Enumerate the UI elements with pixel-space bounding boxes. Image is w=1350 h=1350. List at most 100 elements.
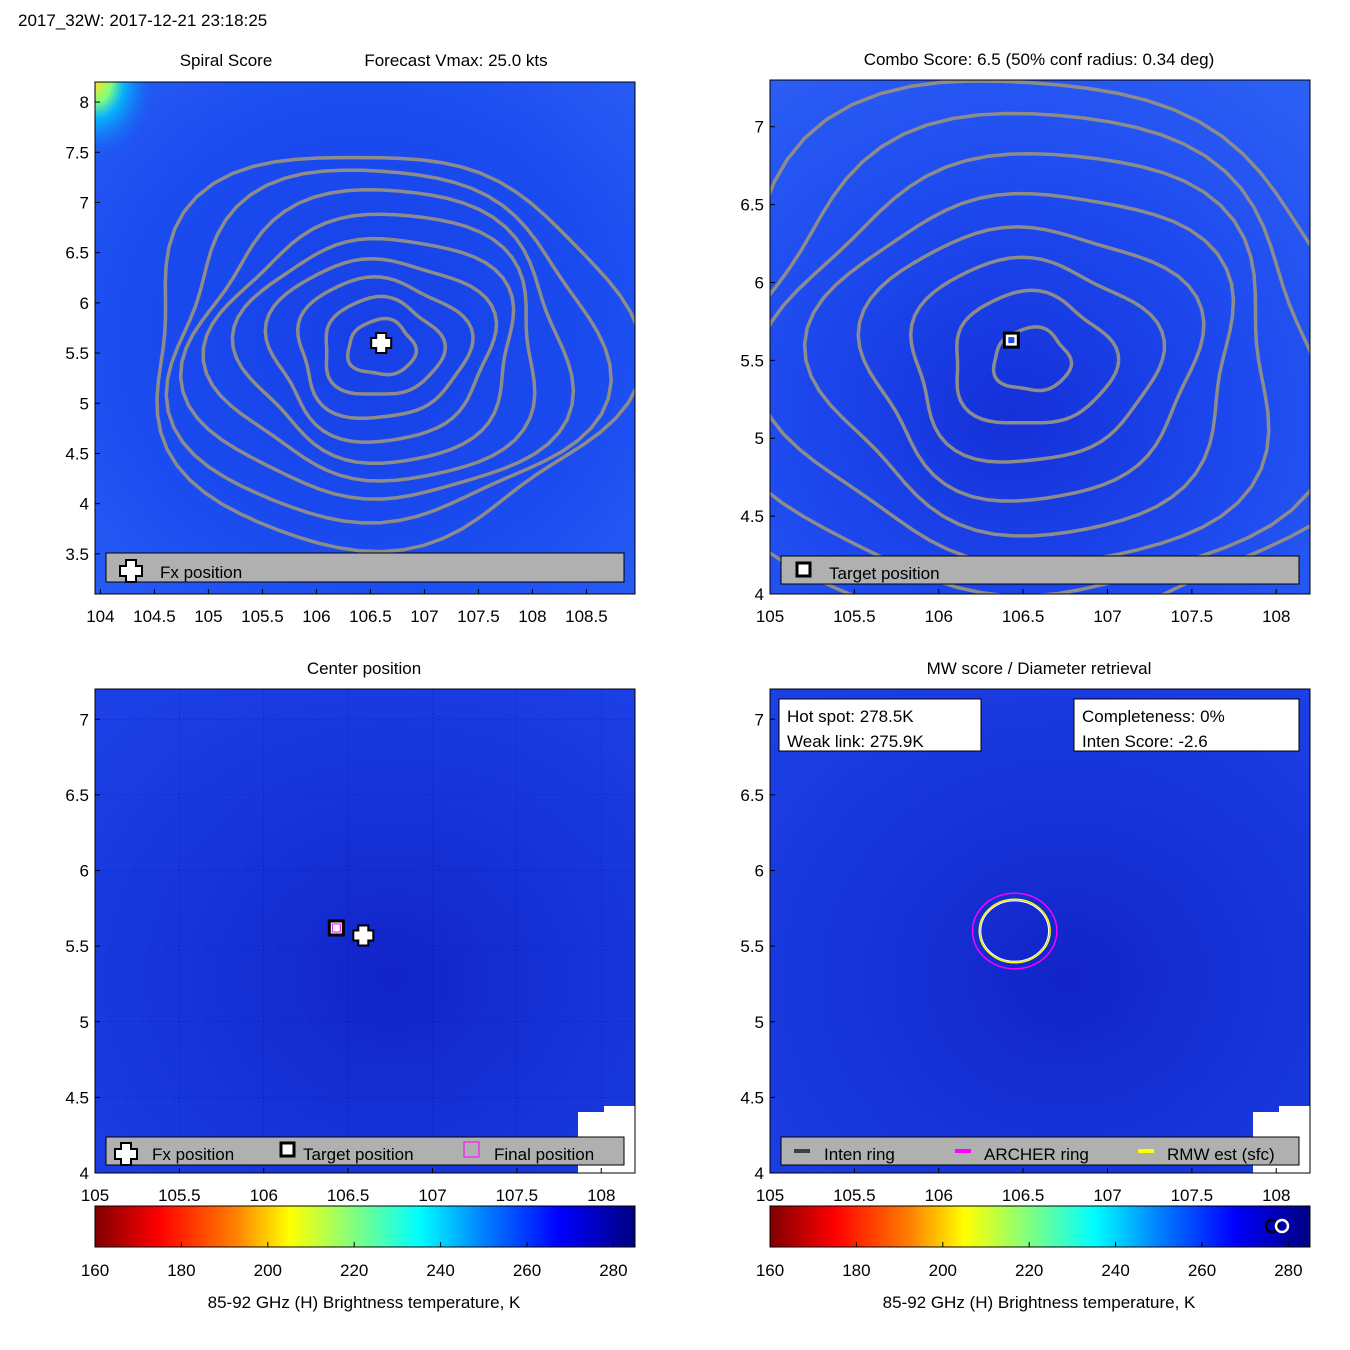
x-tick-label: 104 — [86, 607, 114, 626]
mw-colorbar — [769, 1205, 1311, 1248]
y-tick-label: 6 — [755, 862, 764, 881]
warm-patch — [95, 82, 160, 164]
x-tick-label: 105 — [756, 607, 784, 626]
x-tick-label: 106 — [250, 1186, 278, 1205]
archer-ring — [971, 892, 1058, 970]
x-tick-label: 108 — [518, 607, 546, 626]
hot-spot-text: Hot spot: 278.5K — [787, 707, 914, 726]
weak-link-text: Weak link: 275.9K — [787, 732, 924, 751]
target-square-icon — [795, 561, 812, 578]
y-tick-label: 6 — [80, 294, 89, 313]
x-tick-label: 105 — [81, 1186, 109, 1205]
y-tick-label: 5 — [80, 394, 89, 413]
contour-line — [201, 212, 537, 483]
y-tick-label: 4 — [80, 1164, 89, 1183]
y-tick-label: 7 — [80, 710, 89, 729]
x-tick-label: 105.5 — [833, 607, 876, 626]
contour-line — [856, 225, 1206, 503]
center-position-panel: Center position Fx position Target posit… — [65, 659, 636, 1312]
contour-line — [345, 316, 419, 377]
center-legend-final: Final position — [494, 1145, 594, 1164]
x-tick-label: 108.5 — [565, 607, 608, 626]
plus-icon — [119, 559, 143, 583]
y-tick-label: 4.5 — [740, 507, 764, 526]
spiral-contours — [155, 155, 635, 554]
y-tick-label: 5 — [755, 1013, 764, 1032]
spiral-heatmap — [95, 82, 635, 594]
colorbar-tick-label: 240 — [1101, 1261, 1129, 1280]
x-tick-label: 108 — [1262, 1186, 1290, 1205]
y-tick-label: 7 — [755, 710, 764, 729]
y-tick-label: 6 — [80, 862, 89, 881]
mw-colorbar-label: 85-92 GHz (H) Brightness temperature, K — [883, 1293, 1196, 1312]
mw-legend-rmw: RMW est (sfc) — [1167, 1145, 1275, 1164]
spiral-axes-frame — [94, 81, 636, 595]
x-tick-label: 106.5 — [349, 607, 392, 626]
mw-legend-archer: ARCHER ring — [984, 1145, 1089, 1164]
contour-line — [178, 188, 576, 501]
inten-score-text: Inten Score: -2.6 — [1082, 732, 1208, 751]
forecast-vmax-title: Forecast Vmax: 25.0 kts — [364, 51, 547, 70]
y-tick-label: 6.5 — [740, 196, 764, 215]
colorbar-tick-label: 180 — [167, 1261, 195, 1280]
center-panel-title: Center position — [307, 659, 421, 678]
x-tick-label: 105 — [194, 607, 222, 626]
mw-axes-frame — [769, 688, 1311, 1174]
x-tick-label: 105.5 — [833, 1186, 876, 1205]
y-tick-label: 4 — [755, 1164, 764, 1183]
x-tick-label: 106 — [925, 607, 953, 626]
colorbar-tick-label: 260 — [513, 1261, 541, 1280]
center-legend-target: Target position — [303, 1145, 414, 1164]
spiral-score-panel: Spiral Score Forecast Vmax: 25.0 kts Fx … — [65, 51, 636, 626]
contour-line — [955, 288, 1121, 425]
contour-line — [802, 191, 1236, 538]
y-tick-label: 5 — [755, 429, 764, 448]
mw-heatmap — [770, 689, 1310, 1173]
y-tick-label: 5.5 — [65, 344, 89, 363]
combo-legend-target: Target position — [829, 564, 940, 583]
y-tick-label: 4 — [80, 495, 89, 514]
contour-line — [230, 236, 516, 465]
x-tick-label: 107 — [1093, 607, 1121, 626]
x-tick-label: 105.5 — [158, 1186, 201, 1205]
x-tick-label: 105.5 — [241, 607, 284, 626]
y-tick-label: 6.5 — [65, 786, 89, 805]
colorbar-tick-label: 200 — [929, 1261, 957, 1280]
target-square-icon — [279, 1141, 296, 1158]
contour-line — [164, 168, 613, 525]
center-colorbar — [94, 1205, 636, 1248]
y-tick-label: 7 — [755, 118, 764, 137]
target-position-marker — [327, 919, 345, 937]
contour-line — [263, 256, 499, 444]
combo-panel-title: Combo Score: 6.5 (50% conf radius: 0.34 … — [864, 50, 1215, 69]
combo-axes-frame — [769, 79, 1311, 595]
colorbar-tick-label: 280 — [1274, 1261, 1302, 1280]
x-tick-label: 106.5 — [327, 1186, 370, 1205]
spiral-legend-fx: Fx position — [160, 563, 242, 582]
x-tick-label: 108 — [587, 1186, 615, 1205]
y-tick-label: 6.5 — [65, 244, 89, 263]
mw-rings — [971, 892, 1058, 970]
x-tick-label: 107.5 — [1171, 607, 1214, 626]
x-tick-label: 106.5 — [1002, 607, 1045, 626]
combo-legend — [780, 555, 1300, 585]
rmw-ring — [978, 898, 1051, 964]
colorbar-tick-label: 220 — [1015, 1261, 1043, 1280]
mw-panel-title: MW score / Diameter retrieval — [927, 659, 1152, 678]
plus-icon — [114, 1142, 138, 1166]
x-tick-label: 107 — [1093, 1186, 1121, 1205]
spiral-legend — [105, 552, 625, 583]
spiral-panel-title: Spiral Score — [180, 51, 273, 70]
target-position-marker — [1002, 331, 1020, 349]
colorbar-tick-label: 180 — [842, 1261, 870, 1280]
center-colorbar-label: 85-92 GHz (H) Brightness temperature, K — [208, 1293, 521, 1312]
completeness-text: Completeness: 0% — [1082, 707, 1225, 726]
final-square-icon — [463, 1141, 480, 1158]
x-tick-label: 106.5 — [1002, 1186, 1045, 1205]
fx-position-marker — [352, 924, 375, 947]
y-tick-label: 7 — [80, 193, 89, 212]
y-tick-label: 5 — [80, 1013, 89, 1032]
y-tick-label: 6 — [755, 273, 764, 292]
x-tick-label: 107.5 — [457, 607, 500, 626]
